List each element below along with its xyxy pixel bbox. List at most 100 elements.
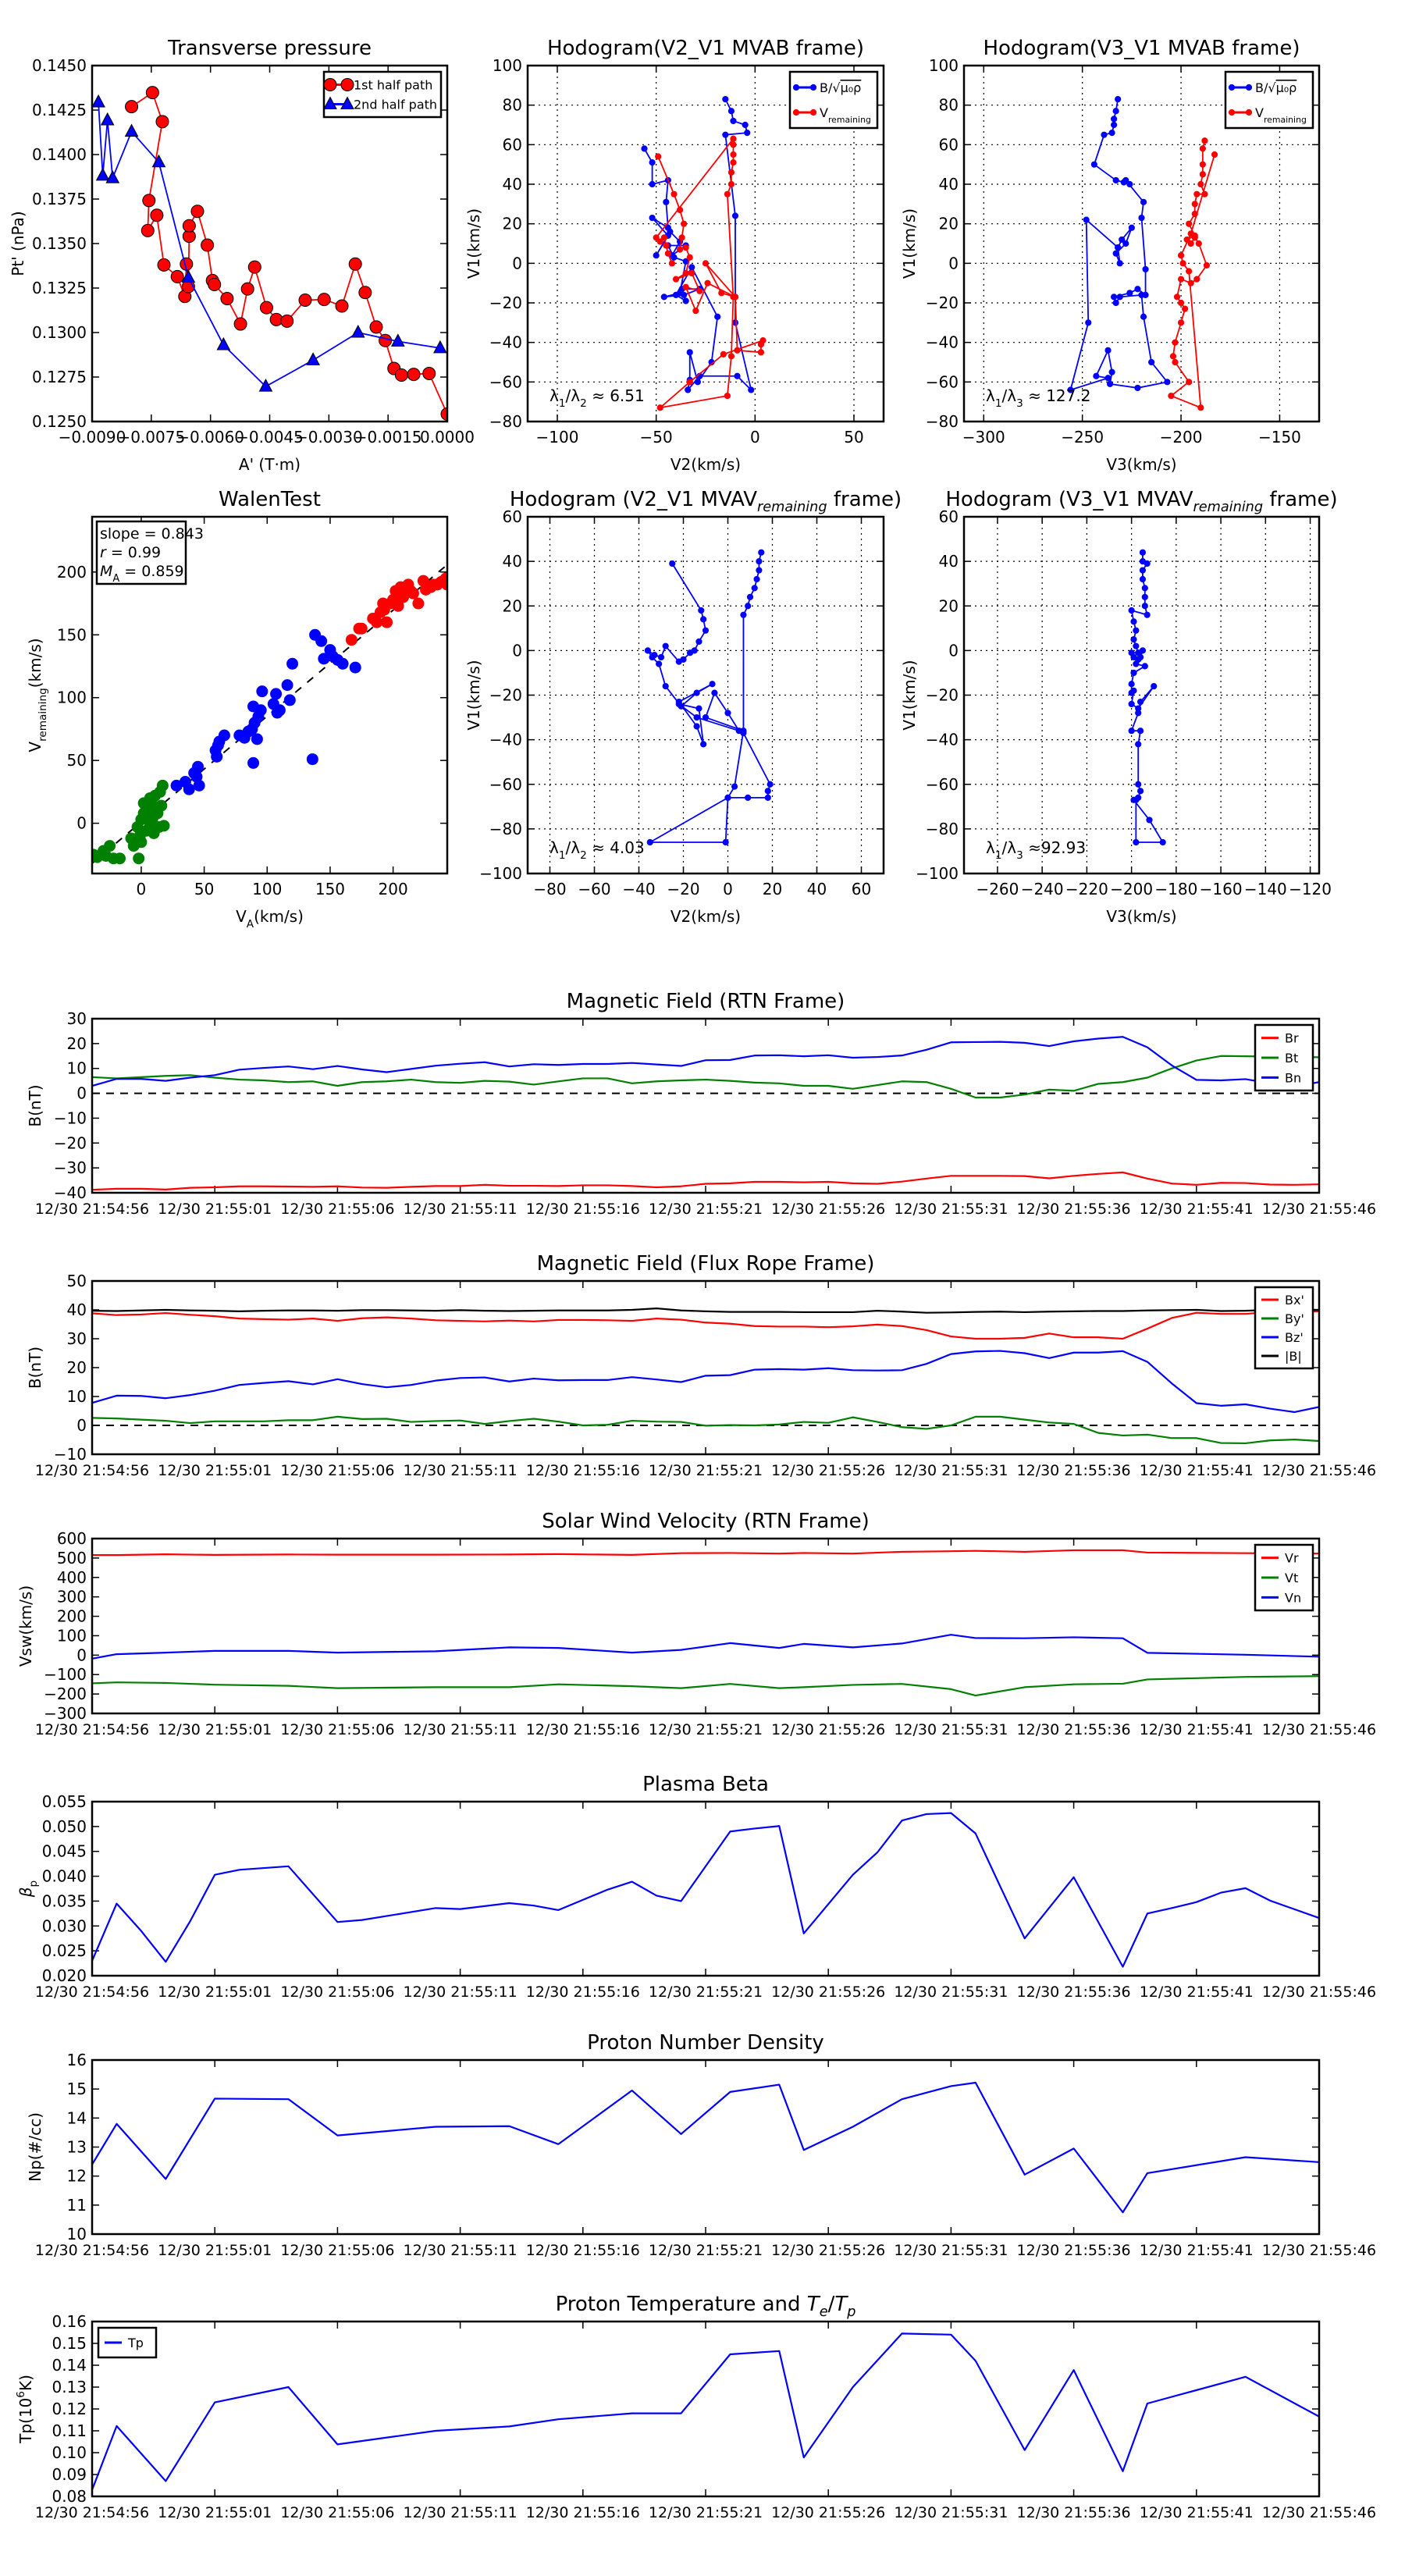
series-2 <box>345 572 447 646</box>
data-point <box>656 404 663 411</box>
legend-entry: Bn <box>1261 1070 1301 1085</box>
y-tick-label: 0.040 <box>42 1867 87 1886</box>
data-point <box>1128 700 1135 708</box>
data-point <box>92 94 105 108</box>
x-tick-label: 12/30 21:55:11 <box>404 1984 518 2001</box>
stats-line-part: A <box>112 573 119 585</box>
legend-entry: Br <box>1261 1031 1299 1046</box>
y-axis-label-part: p <box>27 1880 40 1888</box>
data-point <box>125 100 139 114</box>
chart-title: Hodogram (V3_V1 MVAVremaining frame) <box>945 488 1337 515</box>
eigenvalue-ratio-part: 1 <box>559 849 566 862</box>
data-point <box>350 324 365 338</box>
data-point <box>1112 176 1119 184</box>
x-tick-label: 12/30 21:55:01 <box>158 1721 272 1738</box>
data-point <box>155 799 168 812</box>
data-point <box>742 121 749 129</box>
data-point <box>751 585 758 592</box>
data-point <box>731 783 738 790</box>
data-point <box>1186 220 1193 227</box>
axes-frame <box>526 515 885 875</box>
y-tick-label: 0.1325 <box>32 279 87 297</box>
data-point <box>390 333 405 347</box>
x-axis-label: VA(km/s) <box>236 907 304 930</box>
data-point <box>182 219 196 233</box>
x-tick-label: 12/30 21:55:06 <box>280 1201 394 1218</box>
x-tick-label: 12/30 21:55:26 <box>771 2504 885 2521</box>
y-tick-label: −80 <box>489 820 522 838</box>
data-point <box>1173 294 1181 301</box>
data-point <box>676 206 684 214</box>
chart-title: WalenTest <box>219 488 321 511</box>
y-tick-label: 20 <box>503 596 522 615</box>
y-tick-label: 16 <box>67 2051 87 2069</box>
y-tick-label: 0.025 <box>42 1941 87 1960</box>
data-point <box>1111 116 1118 123</box>
eigenvalue-ratio-part: 1 <box>995 397 1002 410</box>
x-tick-label: −150 <box>1258 428 1301 447</box>
y-axis-label: Np(#/cc) <box>26 2112 44 2182</box>
y-tick-label: −10 <box>54 1445 87 1464</box>
data-point <box>1130 687 1137 694</box>
data-point <box>233 317 247 331</box>
data-point <box>669 560 676 568</box>
x-tick-label: 0.0000 <box>420 428 475 447</box>
x-tick-label: 100 <box>252 880 282 898</box>
data-point <box>685 386 692 393</box>
series-0 <box>92 1549 1319 1557</box>
eigenvalue-ratio-part: 3 <box>1016 849 1023 862</box>
data-point <box>1151 682 1158 690</box>
data-point <box>662 642 669 649</box>
x-tick-label: 150 <box>315 880 345 898</box>
y-tick-label: −20 <box>489 686 522 705</box>
y-tick-label: 0.1275 <box>32 368 87 386</box>
y-tick-label: 100 <box>57 1626 87 1645</box>
data-point <box>155 115 169 129</box>
y-tick-label: −40 <box>489 731 522 749</box>
y-tick-label: 0.1250 <box>32 412 87 431</box>
plot-area <box>92 1549 1319 1697</box>
y-tick-label: 60 <box>939 507 959 526</box>
eigenvalue-ratio-part: 2 <box>580 397 587 410</box>
data-point <box>676 246 684 253</box>
x-tick-label: 12/30 21:55:01 <box>158 1201 272 1218</box>
y-tick-label: 0.11 <box>52 2421 87 2440</box>
legend-label: Vr <box>1285 1551 1299 1566</box>
data-point <box>663 198 670 205</box>
series-1 <box>1168 137 1218 411</box>
eigenvalue-ratio-part: 2 <box>580 849 587 862</box>
y-axis-label-part: β <box>16 1887 35 1898</box>
x-tick-label: 12/30 21:55:26 <box>771 1201 885 1218</box>
chart-title-part: T <box>834 2293 848 2316</box>
data-point <box>1133 627 1140 634</box>
data-point <box>181 269 196 283</box>
data-point <box>1112 299 1119 307</box>
y-tick-label: 0.14 <box>52 2356 87 2375</box>
chart-panel-7: Magnetic Field (Flux Rope Frame) 12/30 21… <box>26 1252 1376 1479</box>
y-tick-label: 0 <box>948 254 959 272</box>
data-point <box>664 224 671 231</box>
y-tick-label: −20 <box>489 294 522 312</box>
data-point <box>1133 838 1140 846</box>
series-0 <box>92 2332 1319 2490</box>
eigenvalue-ratio-part: 3 <box>1016 397 1023 410</box>
data-point <box>1177 319 1185 326</box>
series-line <box>92 1055 1319 1099</box>
y-tick-label: 20 <box>939 596 959 615</box>
data-point <box>1122 240 1129 247</box>
data-point <box>695 705 702 712</box>
y-tick-label: 10 <box>67 1059 87 1078</box>
y-tick-label: −40 <box>926 333 959 352</box>
series-0 <box>1067 95 1171 393</box>
y-tick-label: 40 <box>503 175 522 194</box>
data-point <box>668 260 676 267</box>
data-point <box>764 794 771 801</box>
chart-title: Magnetic Field (Flux Rope Frame) <box>537 1252 875 1276</box>
y-tick-label: −80 <box>489 412 522 431</box>
x-tick-label: 12/30 21:55:36 <box>1017 2504 1131 2521</box>
data-point <box>433 340 447 354</box>
data-point <box>724 710 731 717</box>
x-tick-label: 12/30 21:55:31 <box>894 2242 1008 2259</box>
data-point <box>1136 653 1144 661</box>
x-tick-label: 12/30 21:55:21 <box>649 1201 763 1218</box>
